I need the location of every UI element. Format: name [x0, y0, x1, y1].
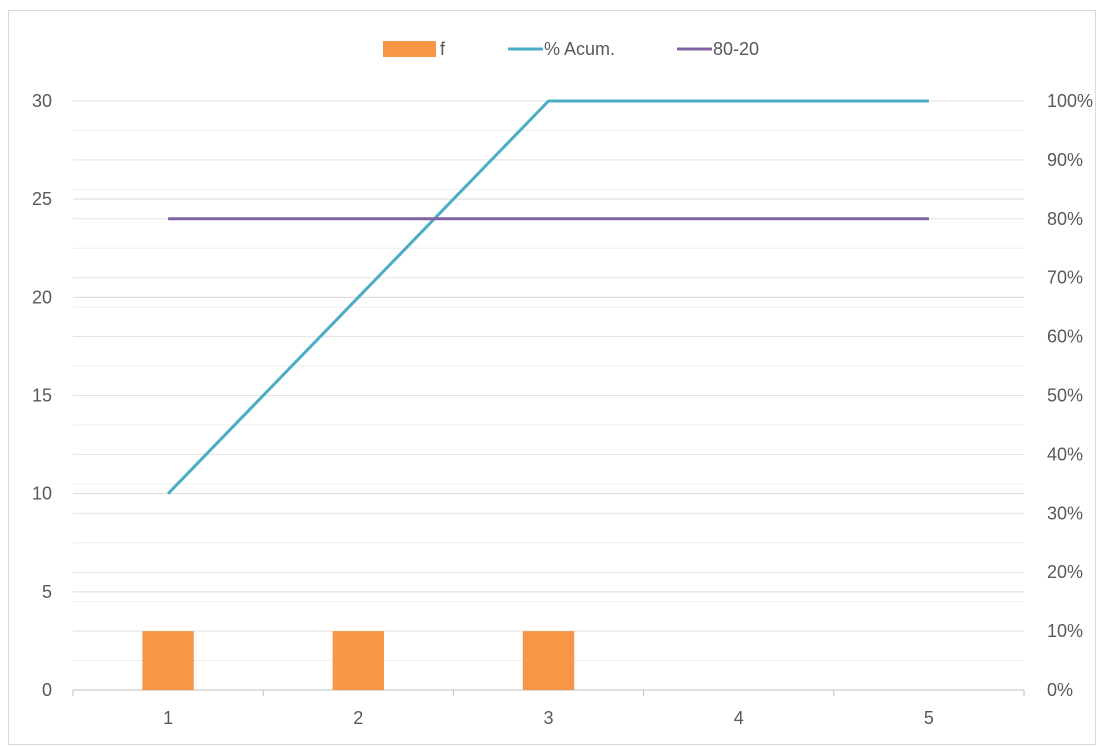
legend-label: % Acum. [544, 39, 615, 59]
bars [142, 631, 575, 690]
y-right-tick-label: 70% [1047, 268, 1083, 288]
tick-labels: 0510152025300%10%20%30%40%50%60%70%80%90… [32, 91, 1093, 728]
y-right-tick-label: 100% [1047, 91, 1093, 111]
chart-frame [8, 10, 1096, 745]
y-left-tick-label: 0 [42, 680, 52, 700]
series-lines [167, 99, 929, 495]
y-right-tick-label: 40% [1047, 444, 1083, 464]
bar-f [522, 631, 575, 690]
line-acum [167, 99, 929, 495]
y-left-tick-label: 25 [32, 189, 52, 209]
y-left-tick-label: 5 [42, 582, 52, 602]
y-right-tick-label: 30% [1047, 503, 1083, 523]
y-left-tick-label: 15 [32, 386, 52, 406]
y-right-tick-label: 60% [1047, 327, 1083, 347]
legend-label: 80-20 [713, 39, 759, 59]
x-tick-label: 5 [924, 708, 934, 728]
y-left-tick-label: 10 [32, 484, 52, 504]
legend: f % Acum. 80-20 [383, 39, 759, 59]
y-right-tick-label: 0% [1047, 680, 1073, 700]
y-left-tick-label: 30 [32, 91, 52, 111]
legend-label: f [440, 39, 446, 59]
legend-swatch-bar [383, 41, 436, 57]
x-tick-label: 4 [734, 708, 744, 728]
y-right-tick-label: 10% [1047, 621, 1083, 641]
y-right-tick-label: 90% [1047, 150, 1083, 170]
gridlines [73, 100, 1024, 662]
axes [72, 689, 1025, 696]
y-left-tick-label: 20 [32, 287, 52, 307]
y-right-tick-label: 50% [1047, 386, 1083, 406]
x-tick-label: 1 [163, 708, 173, 728]
y-right-tick-label: 20% [1047, 562, 1083, 582]
bar-f [142, 631, 194, 690]
x-tick-label: 2 [353, 708, 363, 728]
y-right-tick-label: 80% [1047, 209, 1083, 229]
x-tick-label: 3 [543, 708, 553, 728]
bar-f [332, 631, 384, 690]
